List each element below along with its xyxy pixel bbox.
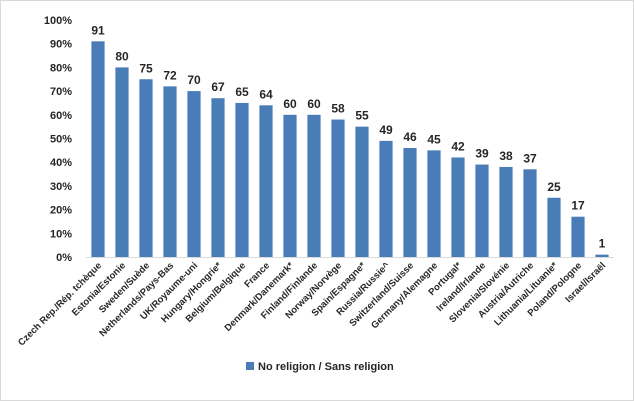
legend-label: No religion / Sans religion (258, 361, 394, 373)
data-label: 25 (547, 180, 561, 194)
bar (595, 254, 609, 257)
data-label: 60 (307, 97, 321, 111)
bar (235, 102, 249, 257)
y-tick-label: 10% (50, 228, 72, 240)
y-tick-label: 80% (50, 62, 72, 74)
data-label: 1 (599, 237, 606, 251)
data-label: 80 (115, 49, 129, 63)
y-tick-label: 90% (50, 39, 72, 51)
y-tick-label: 60% (50, 110, 72, 122)
y-tick-label: 0% (56, 252, 72, 264)
bar (115, 67, 129, 258)
data-label: 39 (475, 147, 489, 161)
bar (259, 105, 273, 257)
data-label: 42 (451, 139, 465, 153)
bar (475, 164, 489, 257)
data-label: 55 (355, 109, 369, 123)
data-label: 58 (331, 102, 345, 116)
data-label: 60 (283, 97, 297, 111)
bar (571, 216, 585, 257)
y-tick-label: 70% (50, 86, 72, 98)
data-label: 46 (403, 130, 417, 144)
bar (211, 98, 225, 258)
y-tick-label: 50% (50, 134, 72, 146)
y-tick-label: 20% (50, 205, 72, 217)
y-tick-label: 40% (50, 157, 72, 169)
bar (499, 166, 513, 257)
y-tick-label: 100% (44, 15, 72, 27)
data-label: 72 (163, 68, 177, 82)
bar (403, 147, 417, 257)
data-label: 70 (187, 73, 201, 87)
y-tick-label: 30% (50, 181, 72, 193)
data-label: 67 (211, 80, 225, 94)
data-label: 49 (379, 123, 393, 137)
bar (187, 91, 201, 257)
bar (355, 126, 369, 258)
bar (307, 114, 321, 257)
bar (451, 157, 465, 257)
bar (523, 169, 537, 257)
bar (547, 197, 561, 257)
data-label: 75 (139, 61, 153, 75)
legend-swatch (246, 362, 254, 370)
bar (283, 114, 297, 257)
data-label: 17 (571, 199, 585, 213)
bar (427, 150, 441, 257)
bar (139, 79, 153, 257)
bar (379, 140, 393, 257)
data-label: 91 (91, 23, 105, 37)
bar (331, 119, 345, 257)
data-label: 65 (235, 85, 249, 99)
data-label: 64 (259, 87, 273, 101)
data-label: 38 (499, 149, 513, 163)
bar (91, 41, 105, 257)
bar (163, 86, 177, 257)
data-label: 45 (427, 132, 441, 146)
data-label: 37 (523, 151, 537, 165)
